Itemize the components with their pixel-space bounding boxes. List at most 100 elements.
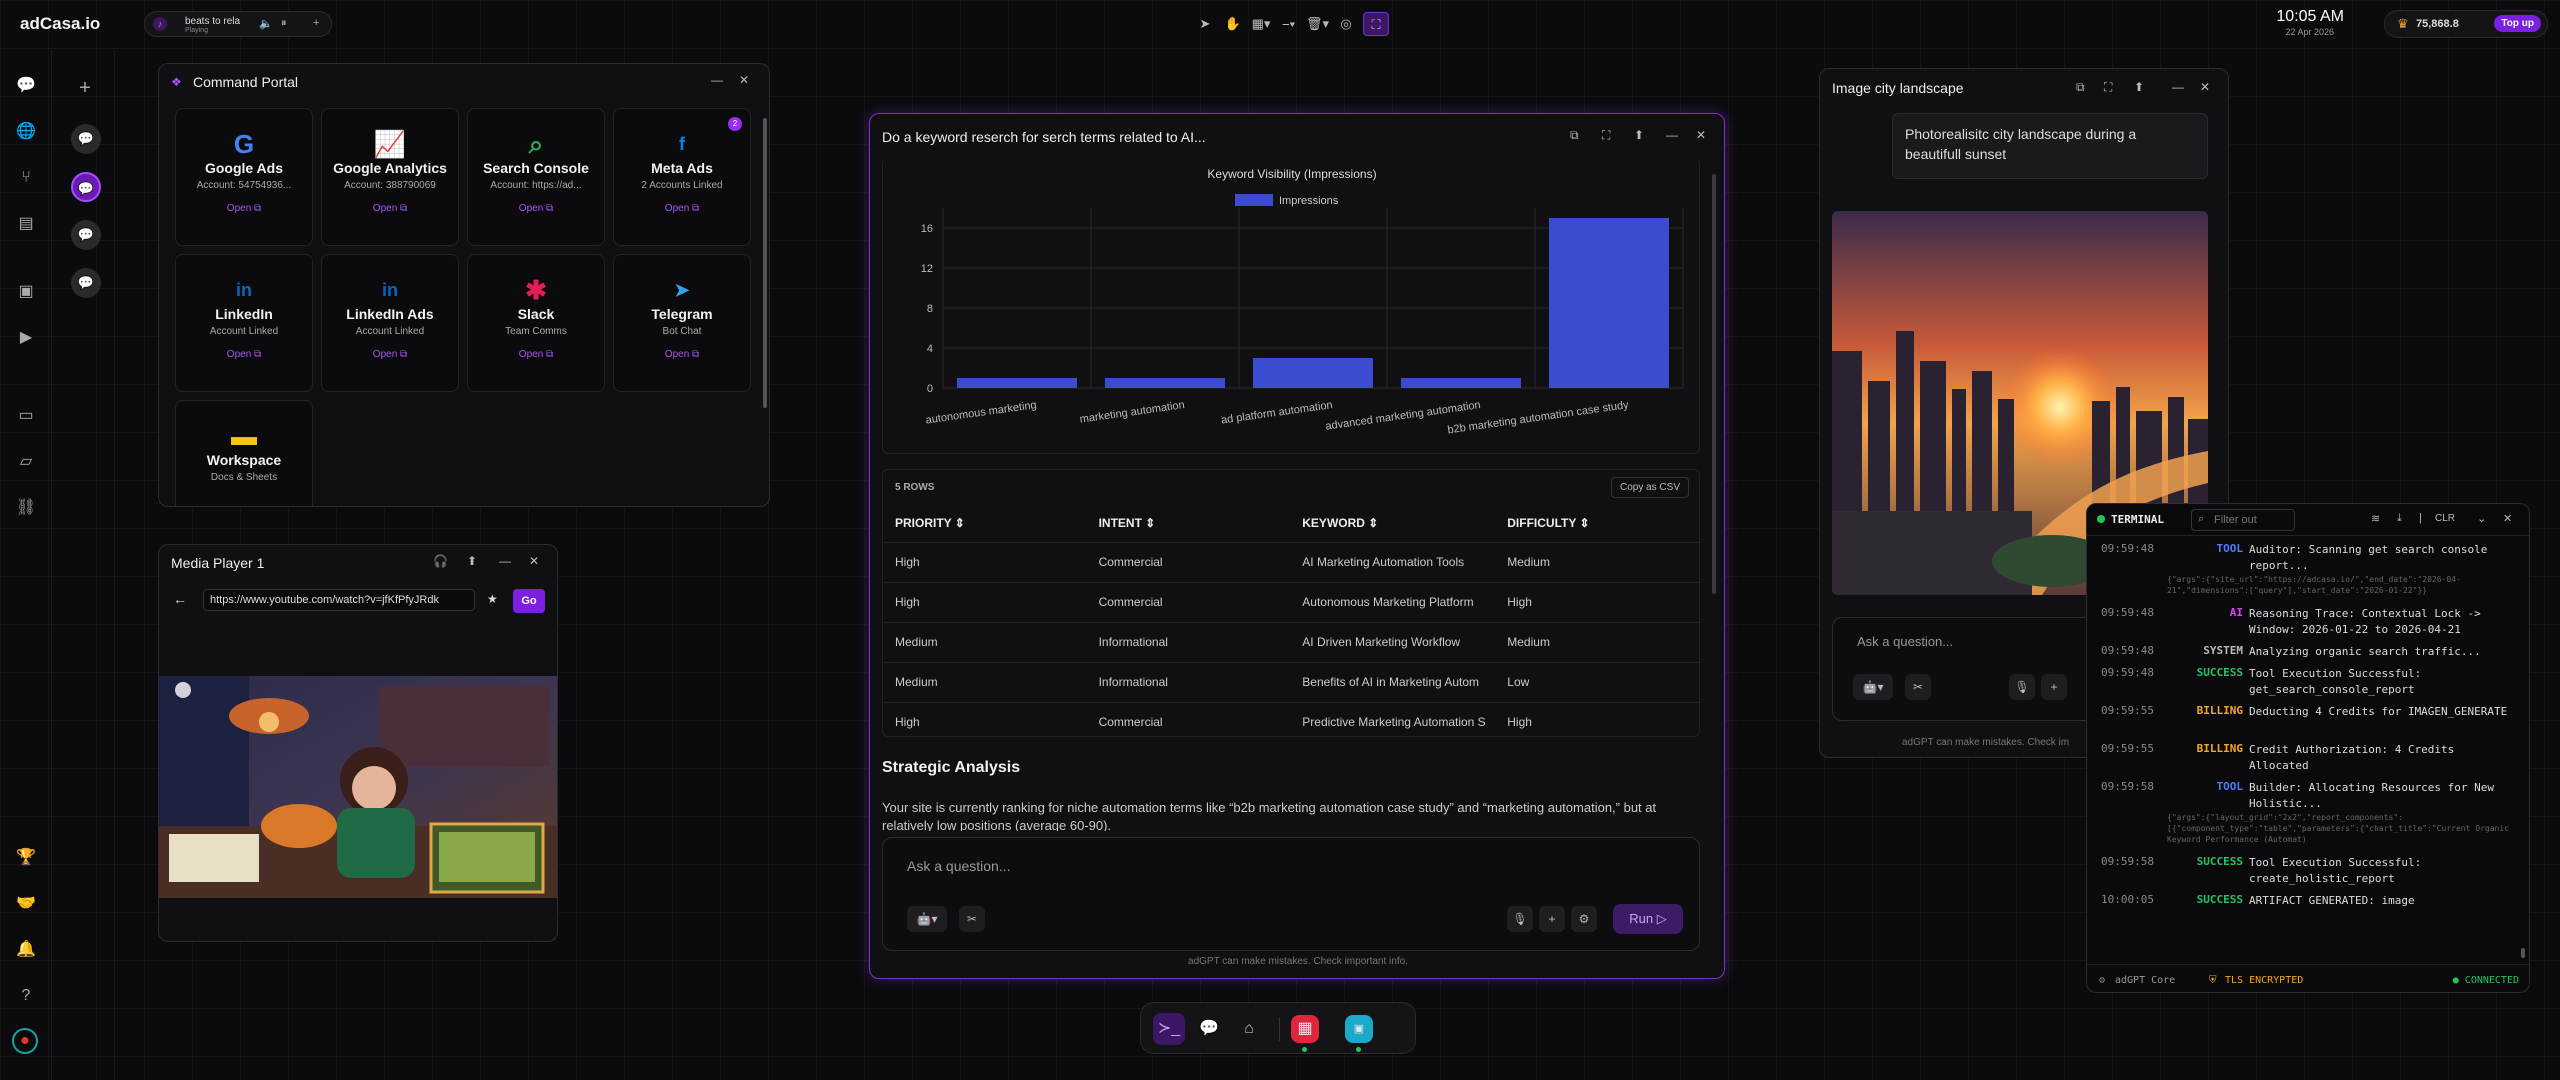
chat-session-3[interactable]: 💬 (71, 220, 101, 250)
terminal-dock-icon[interactable]: ≻_ (1153, 1013, 1185, 1045)
window-header[interactable]: Media Player 1 🎧 ⬆ — ✕ (159, 545, 557, 579)
chat-session-1[interactable]: 💬 (71, 124, 101, 154)
integration-card[interactable]: f Meta Ads 2 Accounts Linked Open ⧉ 2 (613, 108, 751, 246)
window-header[interactable]: ❖ Command Portal — ✕ (159, 64, 769, 98)
command-portal-window[interactable]: ❖ Command Portal — ✕ G Google Ads Account:… (158, 63, 770, 507)
copy-icon[interactable]: ⧉ (1570, 128, 1579, 142)
chat-session-active[interactable]: 💬 (71, 172, 101, 202)
open-link[interactable]: Open ⧉ (226, 349, 262, 360)
model-selector-icon[interactable]: 🤖▾ (1853, 674, 1893, 700)
target-icon[interactable]: ◎ (1340, 16, 1352, 31)
keyword-research-window[interactable]: Do a keyword reserch for serch terms rel… (869, 113, 1725, 979)
open-link[interactable]: Open ⧉ (518, 349, 554, 360)
brand-logo[interactable]: adCasa.io (20, 14, 101, 33)
open-link[interactable]: Open ⧉ (664, 349, 700, 360)
open-link[interactable]: Open ⧉ (226, 203, 262, 214)
close-icon[interactable]: ✕ (2503, 513, 2513, 525)
workflow-icon[interactable]: ⑂ (21, 169, 31, 186)
scrollbar[interactable] (2521, 948, 2525, 958)
media-player-window[interactable]: Media Player 1 🎧 ⬆ — ✕ ← https://www.you… (158, 544, 558, 942)
pointer-icon[interactable]: ➤ (1199, 16, 1211, 31)
table-row[interactable]: High Commercial Autonomous Marketing Platf… (883, 581, 1699, 622)
minimize-icon[interactable]: — (2172, 80, 2184, 94)
pin-icon[interactable]: ⬆ (2134, 80, 2145, 94)
store-icon[interactable]: ▤ (18, 215, 34, 232)
integration-card[interactable]: 📈 Google Analytics Account: 388790069 Open … (321, 108, 459, 246)
integration-card[interactable]: ➤ Telegram Bot Chat Open ⧉ (613, 254, 751, 392)
music-player-pill[interactable]: ♪ beats to rela Playing 🔈 ⏸ + (144, 11, 332, 37)
minimize-icon[interactable]: — (711, 73, 723, 87)
go-button[interactable]: Go (513, 589, 545, 613)
terminal-log[interactable]: 09:59:48 TOOL Auditor: Scanning get search… (2087, 536, 2529, 956)
close-icon[interactable]: ✕ (739, 73, 750, 87)
volume-icon[interactable]: 🔈 (259, 18, 273, 30)
chart-bar[interactable] (957, 378, 1077, 388)
column-header[interactable]: PRIORITY ⇕ (895, 515, 965, 530)
star-icon[interactable]: ★ (487, 592, 498, 606)
chart-bar[interactable] (1105, 378, 1225, 388)
close-icon[interactable]: ✕ (2200, 80, 2211, 94)
chart-bar[interactable] (1401, 378, 1521, 388)
line-style-icon[interactable]: ⎯▾ (1282, 16, 1296, 31)
ask-box[interactable]: Ask a question... 🤖▾ ✂ 🎙 + ⚙ Run ▷ (882, 837, 1700, 951)
filter-input[interactable]: ⌕ Filter out (2191, 509, 2295, 531)
tools-icon[interactable]: ✂ (959, 906, 985, 932)
back-arrow-icon[interactable]: ← (173, 591, 187, 607)
fullscreen-icon[interactable]: ⛶ (1363, 12, 1390, 36)
copy-icon[interactable]: ⧉ (2076, 80, 2085, 94)
window-header[interactable]: Do a keyword reserch for serch terms rel… (870, 114, 1724, 158)
pin-icon[interactable]: ⬆ (1634, 128, 1645, 142)
expand-icon[interactable]: ⛶ (2104, 80, 2113, 94)
settings-icon[interactable]: ⚙ (1571, 906, 1597, 932)
open-link[interactable]: Open ⧉ (372, 349, 408, 360)
chat-session-4[interactable]: 💬 (71, 268, 101, 298)
link-icon[interactable]: ⛓ (15, 499, 37, 516)
minimize-icon[interactable]: — (1666, 128, 1678, 142)
open-link[interactable]: Open ⧉ (372, 203, 408, 214)
ask-input[interactable]: Ask a question... (907, 858, 1011, 874)
chat-icon[interactable]: 💬 (16, 77, 36, 94)
hand-icon[interactable]: ✋ (1224, 16, 1242, 31)
pin-icon[interactable]: ⬆ (467, 554, 478, 568)
copy-csv-button[interactable]: Copy as CSV (1610, 477, 1689, 498)
model-selector-icon[interactable]: 🤖▾ (907, 906, 947, 932)
avatar[interactable]: ● (12, 1028, 38, 1054)
integration-card[interactable]: ✱ Slack Team Comms Open ⧉ (467, 254, 605, 392)
url-input[interactable]: https://www.youtube.com/watch?v=jfKfPfyJ… (203, 589, 475, 611)
add-icon[interactable]: + (2041, 674, 2067, 700)
column-header[interactable]: INTENT ⇕ (1098, 515, 1156, 530)
close-icon[interactable]: ✕ (529, 554, 540, 568)
chats-dock-icon[interactable]: 💬 (1199, 1020, 1219, 1037)
mic-icon[interactable]: 🎙 (2009, 674, 2035, 700)
integration-card[interactable]: G Google Ads Account: 54754936... Open ⧉ (175, 108, 313, 246)
globe-icon[interactable]: 🌐 (16, 123, 36, 140)
trash-icon[interactable]: 🗑▾ (1306, 16, 1330, 31)
minimize-icon[interactable]: — (499, 554, 511, 568)
stack-icon[interactable]: ≋ (2371, 513, 2381, 525)
table-row[interactable]: High Commercial Predictive Marketing Autom… (883, 701, 1699, 742)
folder-icon[interactable]: ▱ (19, 453, 33, 470)
chart-bar[interactable] (1253, 358, 1373, 388)
headphones-icon[interactable]: 🎧 (433, 554, 448, 568)
chart-bar[interactable] (1549, 218, 1669, 388)
handshake-icon[interactable]: 🤝 (16, 895, 36, 912)
mic-icon[interactable]: 🎙 (1507, 906, 1533, 932)
trophy-icon[interactable]: 🏆 (16, 849, 36, 866)
sitemap-dock-icon[interactable]: ⌂ (1244, 1020, 1254, 1037)
table-row[interactable]: High Commercial AI Marketing Automation To… (883, 541, 1699, 582)
pause-icon[interactable]: ⏸ (281, 17, 287, 29)
table-row[interactable]: Medium Informational Benefits of AI in Mar… (883, 661, 1699, 702)
add-icon[interactable]: + (313, 17, 320, 29)
window-header[interactable]: Image city landscape ⧉ ⛶ ⬆ — ✕ (1820, 69, 2228, 103)
run-button[interactable]: Run ▷ (1613, 904, 1683, 934)
command-portal-dock-icon[interactable]: ▦ (1291, 1015, 1319, 1043)
media-dock-icon[interactable]: ▣ (1345, 1015, 1373, 1043)
new-chat-icon[interactable]: + (79, 77, 91, 99)
help-icon[interactable]: ? (21, 987, 31, 1004)
download-icon[interactable]: ⤓ (2397, 512, 2402, 524)
add-icon[interactable]: + (1539, 906, 1565, 932)
column-header[interactable]: DIFFICULTY ⇕ (1507, 515, 1590, 530)
ask-input[interactable]: Ask a question... (1857, 634, 1954, 649)
grid-layout-icon[interactable]: ▦▾ (1251, 16, 1271, 31)
video-icon[interactable]: ▶ (19, 329, 33, 346)
